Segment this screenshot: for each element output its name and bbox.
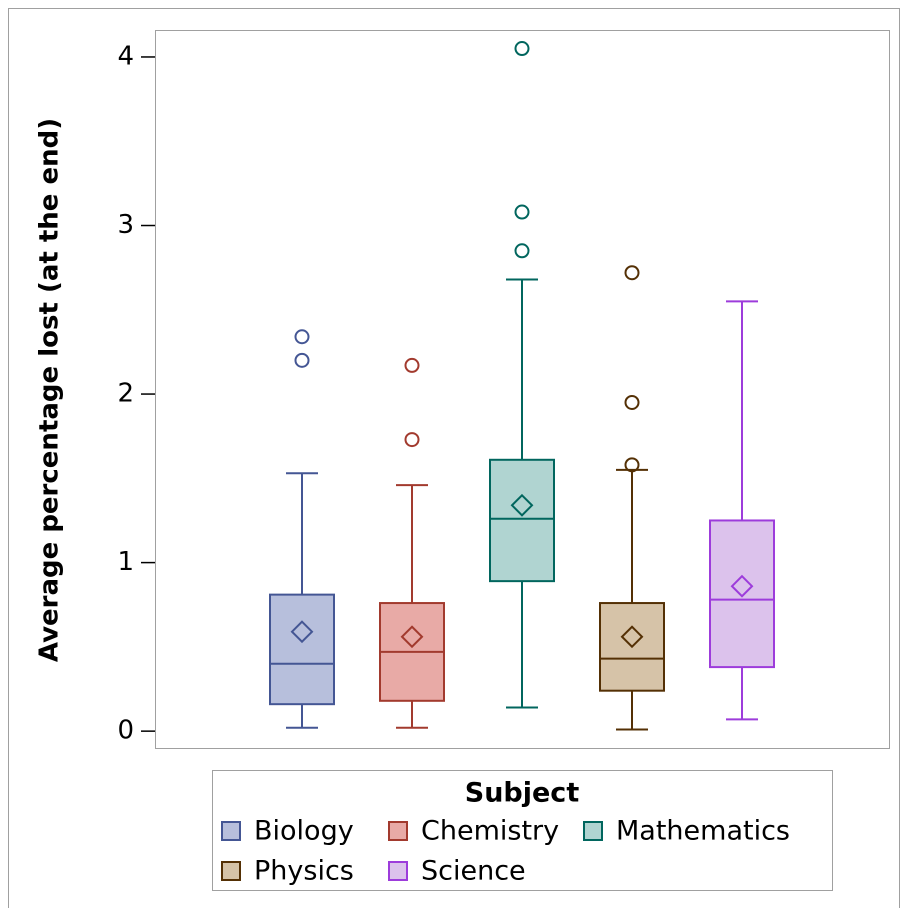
plot-area [155, 30, 890, 749]
y-tick-label: 2 [117, 379, 134, 409]
legend-label: Science [421, 856, 526, 887]
box [269, 593, 335, 706]
outlier [514, 41, 530, 57]
y-tick-label: 0 [117, 716, 134, 746]
outlier [624, 265, 640, 281]
box [709, 519, 775, 669]
outlier [294, 352, 310, 368]
mean [510, 493, 534, 517]
box [489, 458, 555, 583]
outlier [404, 432, 420, 448]
legend-label: Mathematics [616, 816, 790, 847]
outlier [514, 204, 530, 220]
legend-swatch [583, 821, 603, 841]
outlier [624, 394, 640, 410]
y-tick-label: 4 [117, 41, 134, 71]
legend-swatch [388, 861, 408, 881]
legend-swatch [221, 821, 241, 841]
legend-label: Biology [254, 816, 354, 847]
mean [400, 625, 424, 649]
legend-title: Subject [465, 778, 580, 809]
legend-label: Chemistry [421, 816, 559, 847]
legend [212, 770, 833, 891]
mean [620, 625, 644, 649]
outlier [514, 243, 530, 259]
outlier [404, 357, 420, 373]
legend-label: Physics [254, 856, 354, 887]
outlier [624, 457, 640, 473]
y-axis-label: Average percentage lost (at the end) [35, 118, 65, 662]
legend-swatch [388, 821, 408, 841]
mean [290, 620, 314, 644]
y-tick-label: 1 [117, 547, 134, 577]
mean [730, 574, 754, 598]
y-tick-label: 3 [117, 210, 134, 240]
legend-swatch [221, 861, 241, 881]
outlier [294, 329, 310, 345]
